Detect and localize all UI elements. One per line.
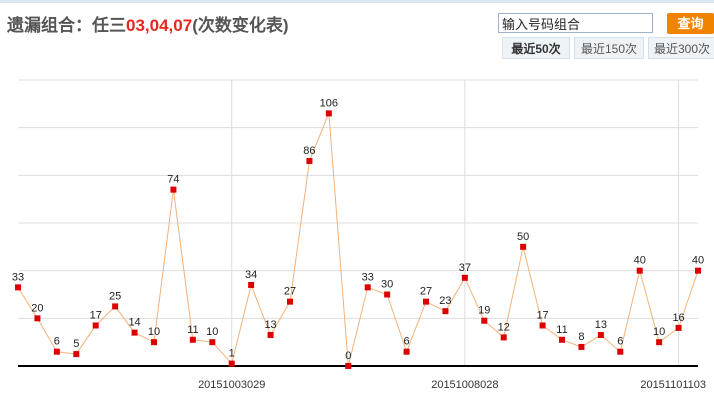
data-point bbox=[442, 308, 449, 315]
data-point bbox=[112, 303, 119, 310]
page-title: 遗漏组合：任三03,04,07(次数变化表) bbox=[7, 11, 289, 36]
data-label: 6 bbox=[54, 336, 60, 348]
data-point bbox=[559, 336, 565, 343]
data-label: 33 bbox=[12, 271, 24, 283]
data-point bbox=[539, 322, 546, 329]
data-label: 13 bbox=[264, 319, 276, 331]
data-point bbox=[481, 317, 488, 324]
data-point bbox=[287, 298, 293, 305]
data-point bbox=[656, 339, 663, 346]
data-label: 6 bbox=[617, 336, 623, 348]
data-label: 19 bbox=[478, 305, 490, 317]
data-point bbox=[325, 110, 332, 117]
data-label: 27 bbox=[284, 286, 296, 298]
data-point bbox=[151, 339, 157, 346]
data-label: 17 bbox=[536, 309, 548, 321]
data-point bbox=[423, 298, 429, 305]
x-tick-label: 20151008028 bbox=[431, 379, 498, 391]
data-point bbox=[636, 267, 643, 274]
x-tick-label: 20151101103 bbox=[640, 379, 706, 391]
data-label: 74 bbox=[167, 174, 179, 186]
data-label: 17 bbox=[90, 309, 102, 321]
data-label: 27 bbox=[420, 286, 432, 298]
data-point bbox=[500, 334, 507, 341]
data-point bbox=[15, 284, 21, 291]
data-label: 20 bbox=[31, 302, 43, 314]
title-combo: 03,04,07 bbox=[126, 16, 193, 35]
data-point bbox=[364, 284, 371, 291]
data-label: 37 bbox=[459, 262, 471, 274]
data-point bbox=[578, 343, 585, 350]
data-label: 13 bbox=[595, 319, 607, 331]
data-label: 10 bbox=[653, 326, 665, 338]
data-point bbox=[170, 186, 177, 193]
data-label: 14 bbox=[128, 317, 140, 329]
data-label: 23 bbox=[439, 295, 451, 307]
data-label: 5 bbox=[73, 338, 79, 350]
title-prefix: 遗漏组合：任三 bbox=[7, 16, 126, 35]
data-point bbox=[209, 339, 216, 346]
data-point bbox=[384, 291, 391, 298]
data-label: 8 bbox=[578, 331, 584, 343]
data-point bbox=[53, 348, 60, 355]
data-label: 1 bbox=[229, 348, 235, 360]
data-point bbox=[617, 348, 624, 355]
data-point bbox=[73, 351, 80, 358]
data-point bbox=[597, 332, 604, 339]
data-label: 33 bbox=[362, 271, 374, 283]
tab-recent-50[interactable]: 最近50次 bbox=[502, 37, 570, 59]
data-label: 12 bbox=[498, 321, 510, 333]
top-border bbox=[0, 0, 714, 3]
series-line bbox=[17, 113, 699, 367]
data-point bbox=[189, 336, 196, 343]
data-label: 106 bbox=[320, 97, 338, 109]
x-tick-label: 20151003029 bbox=[198, 379, 265, 391]
data-label: 86 bbox=[303, 145, 315, 157]
data-label: 34 bbox=[245, 269, 257, 281]
data-point bbox=[92, 322, 99, 329]
tab-recent-300[interactable]: 最近300次 bbox=[648, 37, 714, 59]
data-point bbox=[34, 315, 41, 322]
data-label: 11 bbox=[556, 324, 567, 336]
data-label: 40 bbox=[692, 255, 704, 267]
data-label: 11 bbox=[187, 324, 198, 336]
data-point bbox=[461, 274, 468, 281]
data-point bbox=[675, 324, 682, 331]
data-point bbox=[345, 363, 352, 369]
data-point bbox=[267, 332, 274, 339]
data-point bbox=[520, 243, 527, 250]
data-label: 40 bbox=[634, 255, 646, 267]
query-button[interactable]: 查询 bbox=[667, 13, 714, 34]
data-label: 50 bbox=[517, 231, 529, 243]
data-point bbox=[248, 281, 255, 288]
tab-recent-150[interactable]: 最近150次 bbox=[574, 37, 644, 59]
data-point bbox=[131, 329, 138, 336]
data-point bbox=[306, 158, 313, 165]
data-point bbox=[228, 360, 235, 367]
data-label: 30 bbox=[381, 279, 393, 291]
data-label: 10 bbox=[148, 326, 160, 338]
data-label: 0 bbox=[345, 350, 351, 362]
title-suffix: (次数变化表) bbox=[192, 16, 289, 35]
data-label: 10 bbox=[206, 326, 218, 338]
data-label: 16 bbox=[672, 312, 684, 324]
search-input[interactable] bbox=[498, 13, 653, 33]
data-label: 25 bbox=[109, 290, 121, 302]
data-point bbox=[403, 348, 410, 355]
data-point bbox=[695, 267, 701, 274]
data-label: 6 bbox=[404, 336, 410, 348]
